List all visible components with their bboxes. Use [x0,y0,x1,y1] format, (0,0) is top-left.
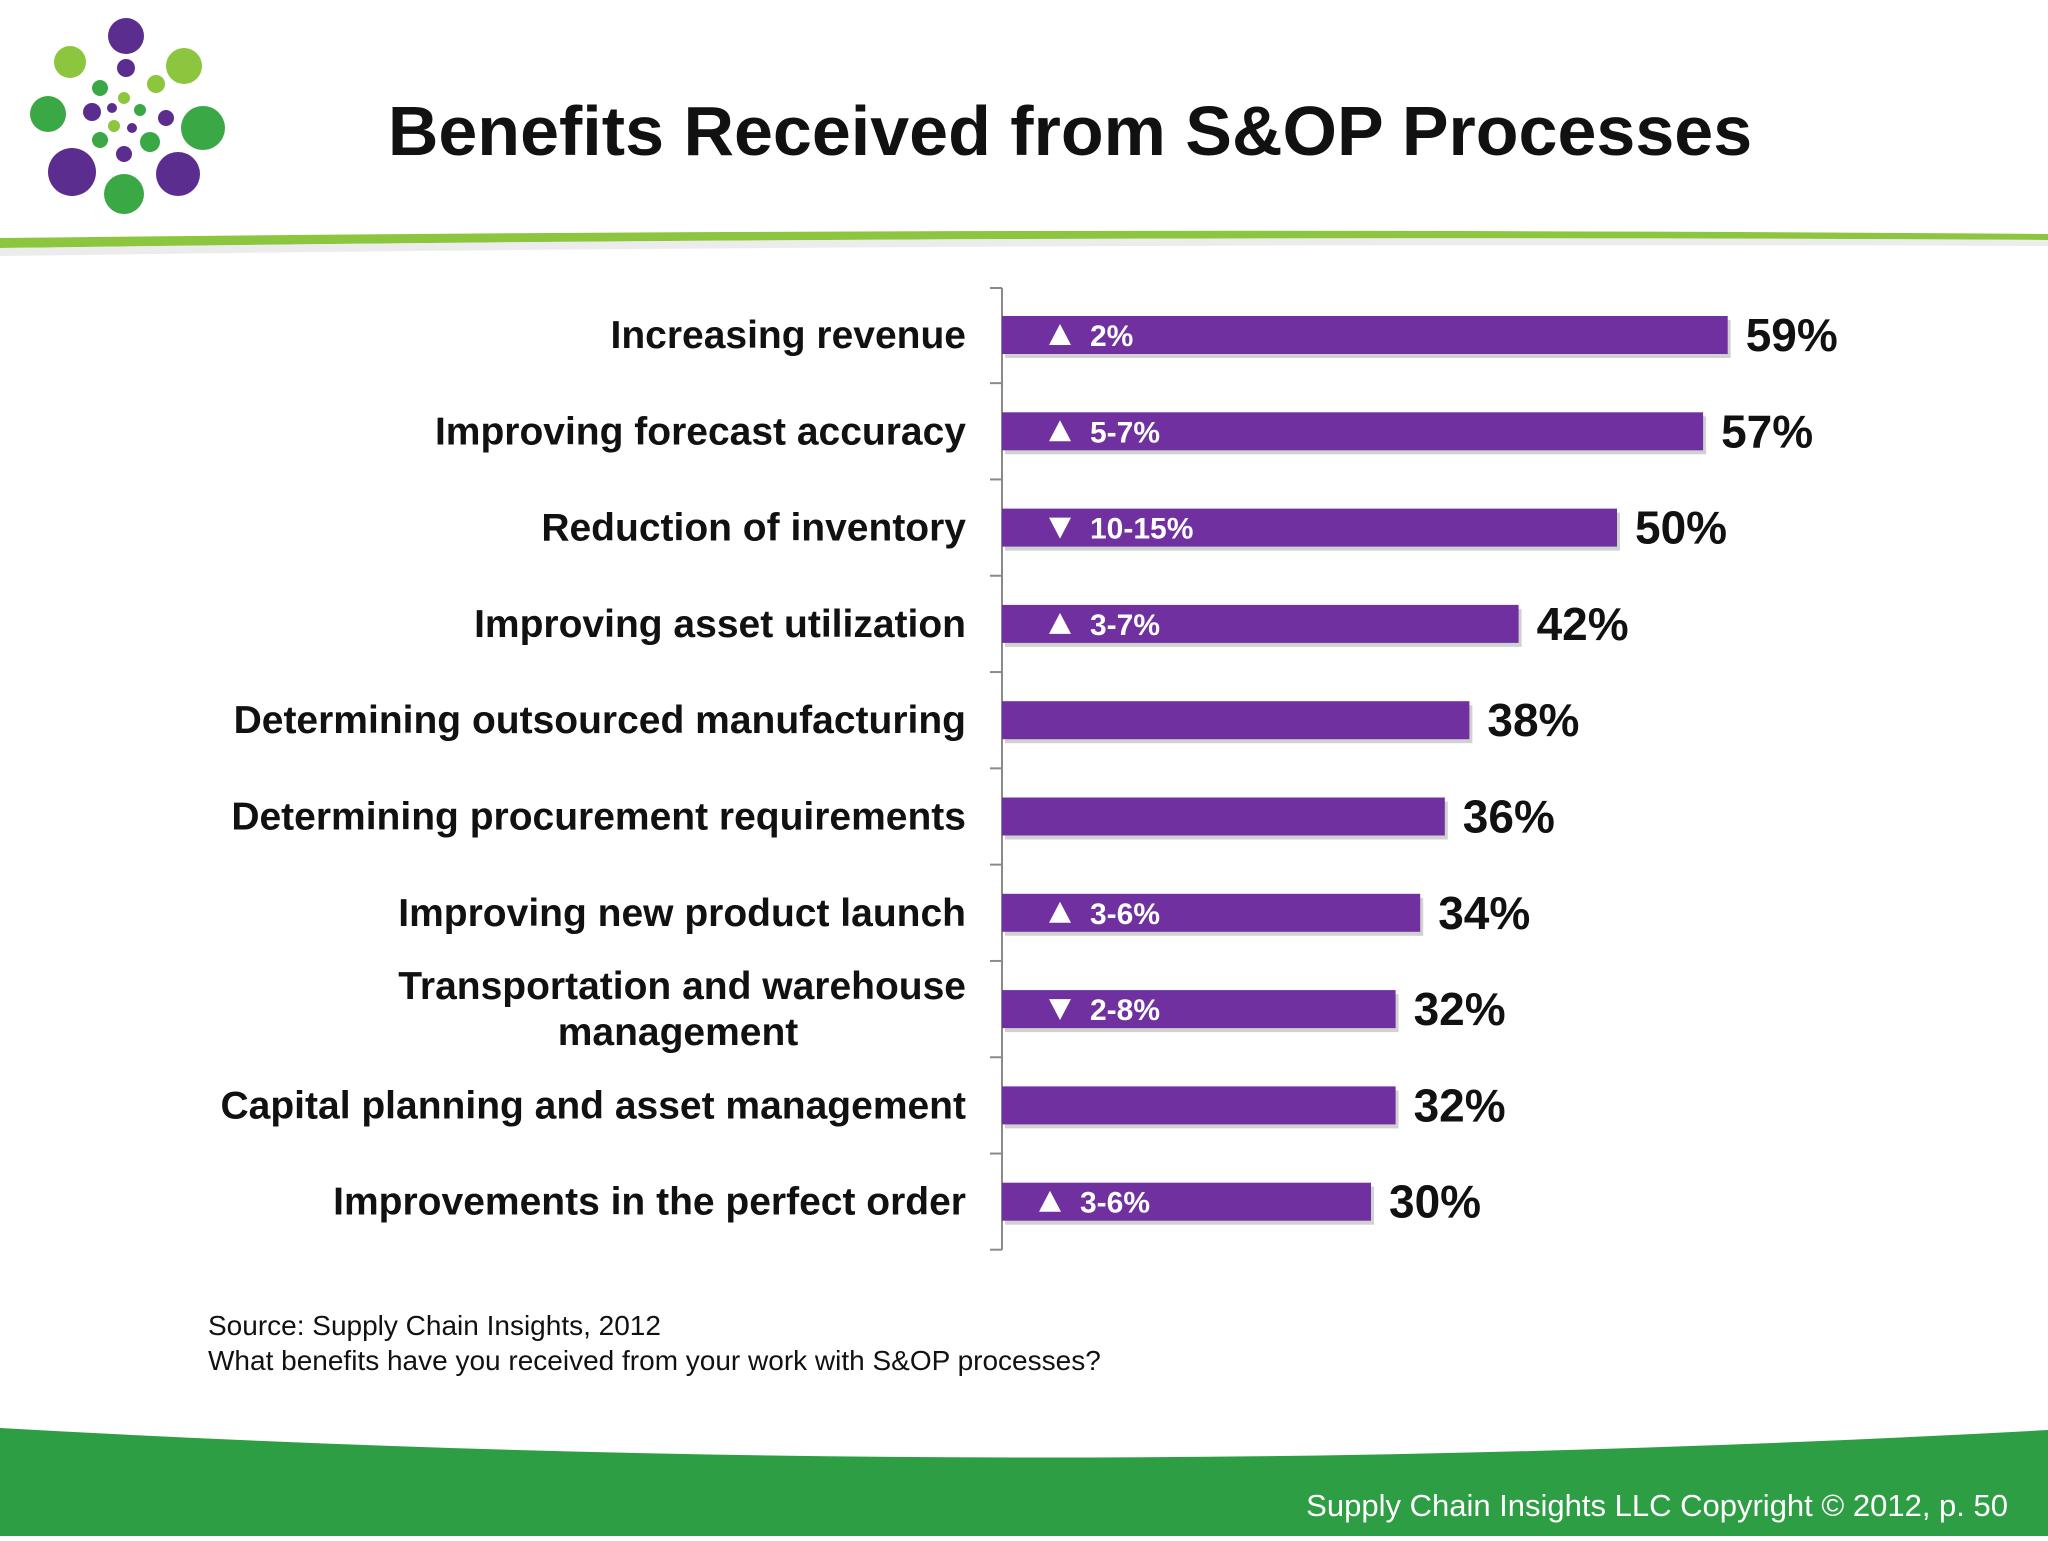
logo-dot [83,103,101,121]
value-label: 30% [1389,1176,1481,1228]
copyright-text: Supply Chain Insights LLC Copyright © 20… [1306,1488,2008,1523]
bar [1002,604,1519,643]
change-label: 3-6% [1090,898,1160,931]
logo-dot [30,96,66,132]
logo-dot [134,104,146,116]
logo-dot [166,48,202,84]
value-label: 34% [1438,887,1530,939]
arrow-up-icon [1049,612,1071,634]
value-label: 59% [1746,309,1838,361]
logo-dot [147,75,165,93]
category-label: Increasing revenue [611,314,967,357]
change-label: 3-6% [1080,1187,1150,1220]
logo-dot [140,132,160,152]
logo-dot [158,110,174,126]
footer-wave [0,1428,2048,1536]
category-label: Transportation and warehouse [398,965,966,1008]
logo-dot [118,92,130,104]
change-label: 3-7% [1090,609,1160,642]
arrow-up-icon [1049,420,1071,442]
value-label: 36% [1463,791,1555,843]
logo-dot [108,120,120,132]
bar [1002,990,1396,1029]
logo-dot [92,80,108,96]
arrow-up-icon [1039,1190,1061,1212]
change-label: 2% [1090,320,1133,353]
arrow-down-icon [1049,999,1071,1021]
page-title: Benefits Received from S&OP Processes [387,92,1753,170]
header-divider [0,230,2048,256]
logo-dot [48,148,96,196]
arrow-up-icon [1049,901,1071,923]
category-label: Improving asset utilization [474,603,966,646]
value-label: 32% [1414,983,1506,1035]
category-label: Improving forecast accuracy [435,410,966,453]
logo-dot [108,18,144,54]
logo-dot [156,152,200,196]
bar [1002,701,1470,740]
change-label: 5-7% [1090,416,1160,449]
value-label: 50% [1635,502,1727,554]
logo-dot [92,132,108,148]
category-label: management [558,1011,799,1054]
logo-dot [181,106,225,150]
change-label: 2-8% [1090,994,1160,1027]
change-label: 10-15% [1090,513,1193,546]
value-label: 38% [1487,694,1579,746]
category-label: Capital planning and asset management [221,1084,967,1127]
category-label: Determining outsourced manufacturing [234,699,966,742]
logo-dot [54,46,86,78]
logo-dot [107,103,117,113]
source-text: Source: Supply Chain Insights, 2012 [208,1310,661,1341]
category-label: Improving new product launch [398,892,966,935]
logo-dot [104,174,144,214]
category-label: Determining procurement requirements [231,796,966,839]
bar [1002,412,1704,451]
logo-dot [117,59,135,77]
value-label: 32% [1414,1079,1506,1131]
logo-dot [116,146,132,162]
category-label: Improvements in the perfect order [333,1181,966,1224]
bar [1002,1086,1396,1125]
bar [1002,797,1445,836]
category-label: Reduction of inventory [541,507,966,550]
footer-band: Supply Chain Insights LLC Copyright © 20… [0,1410,2048,1536]
value-label: 42% [1537,598,1629,650]
arrow-up-icon [1049,324,1071,345]
company-logo [30,18,225,214]
bar [1002,1182,1371,1221]
bar [1002,893,1421,932]
bar [1002,508,1617,547]
logo-dot [127,123,137,133]
source-note: Source: Supply Chain Insights, 2012 What… [208,1308,1101,1378]
bar-chart: Increasing revenue 59% 2% Improving forecas… [221,287,1838,1251]
value-label: 57% [1721,405,1813,457]
bar [1002,316,1728,354]
arrow-down-icon [1049,517,1071,539]
question-text: What benefits have you received from you… [208,1345,1101,1376]
